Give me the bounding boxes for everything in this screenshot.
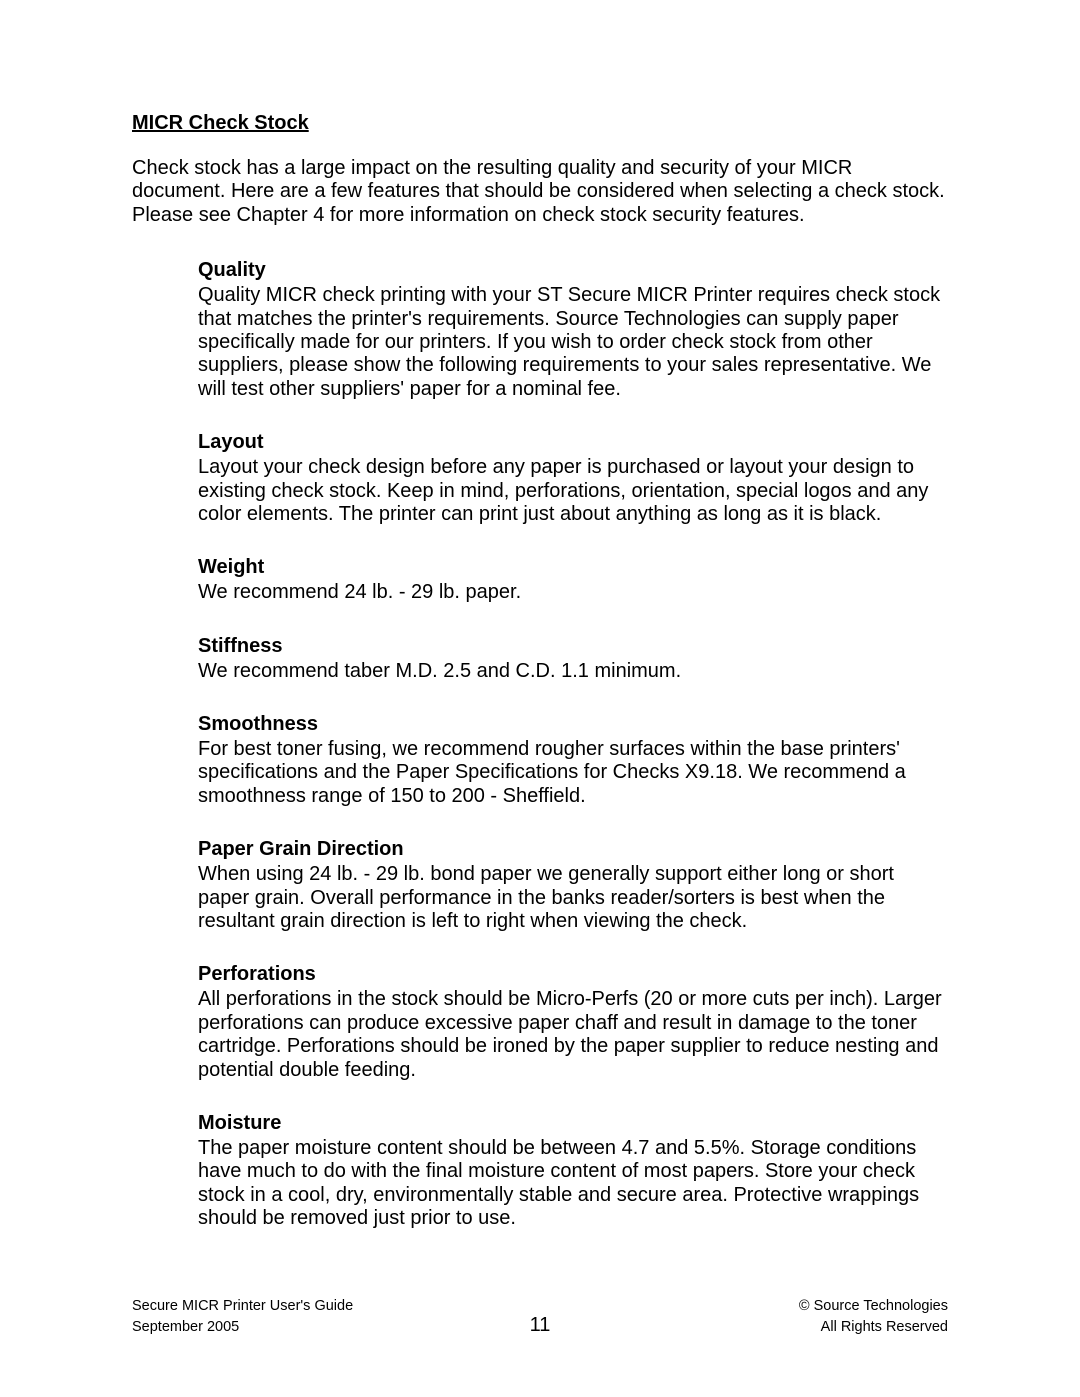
document-page: MICR Check Stock Check stock has a large… bbox=[0, 0, 1080, 1397]
section-body: Quality MICR check printing with your ST… bbox=[198, 284, 948, 401]
section-body: The paper moisture content should be bet… bbox=[198, 1137, 948, 1231]
section-body: When using 24 lb. - 29 lb. bond paper we… bbox=[198, 863, 948, 933]
section-body: All perforations in the stock should be … bbox=[198, 988, 948, 1082]
page-footer: Secure MICR Printer User's Guide © Sourc… bbox=[132, 1296, 948, 1337]
section-heading: Quality bbox=[198, 259, 948, 282]
section-body: We recommend taber M.D. 2.5 and C.D. 1.1… bbox=[198, 660, 948, 683]
section-heading: Layout bbox=[198, 431, 948, 454]
section-layout: Layout Layout your check design before a… bbox=[198, 431, 948, 526]
page-title: MICR Check Stock bbox=[132, 112, 948, 135]
intro-paragraph: Check stock has a large impact on the re… bbox=[132, 157, 948, 227]
section-body: For best toner fusing, we recommend roug… bbox=[198, 738, 948, 808]
section-perforations: Perforations All perforations in the sto… bbox=[198, 963, 948, 1082]
section-body: Layout your check design before any pape… bbox=[198, 456, 948, 526]
section-quality: Quality Quality MICR check printing with… bbox=[198, 259, 948, 401]
section-weight: Weight We recommend 24 lb. - 29 lb. pape… bbox=[198, 556, 948, 604]
section-stiffness: Stiffness We recommend taber M.D. 2.5 an… bbox=[198, 635, 948, 683]
section-heading: Moisture bbox=[198, 1112, 948, 1135]
section-paper-grain-direction: Paper Grain Direction When using 24 lb. … bbox=[198, 838, 948, 933]
section-heading: Smoothness bbox=[198, 713, 948, 736]
section-heading: Paper Grain Direction bbox=[198, 838, 948, 861]
page-number: 11 bbox=[132, 1314, 948, 1337]
section-smoothness: Smoothness For best toner fusing, we rec… bbox=[198, 713, 948, 808]
section-heading: Stiffness bbox=[198, 635, 948, 658]
section-moisture: Moisture The paper moisture content shou… bbox=[198, 1112, 948, 1231]
sections-container: Quality Quality MICR check printing with… bbox=[132, 259, 948, 1230]
section-heading: Weight bbox=[198, 556, 948, 579]
section-heading: Perforations bbox=[198, 963, 948, 986]
section-body: We recommend 24 lb. - 29 lb. paper. bbox=[198, 581, 948, 604]
